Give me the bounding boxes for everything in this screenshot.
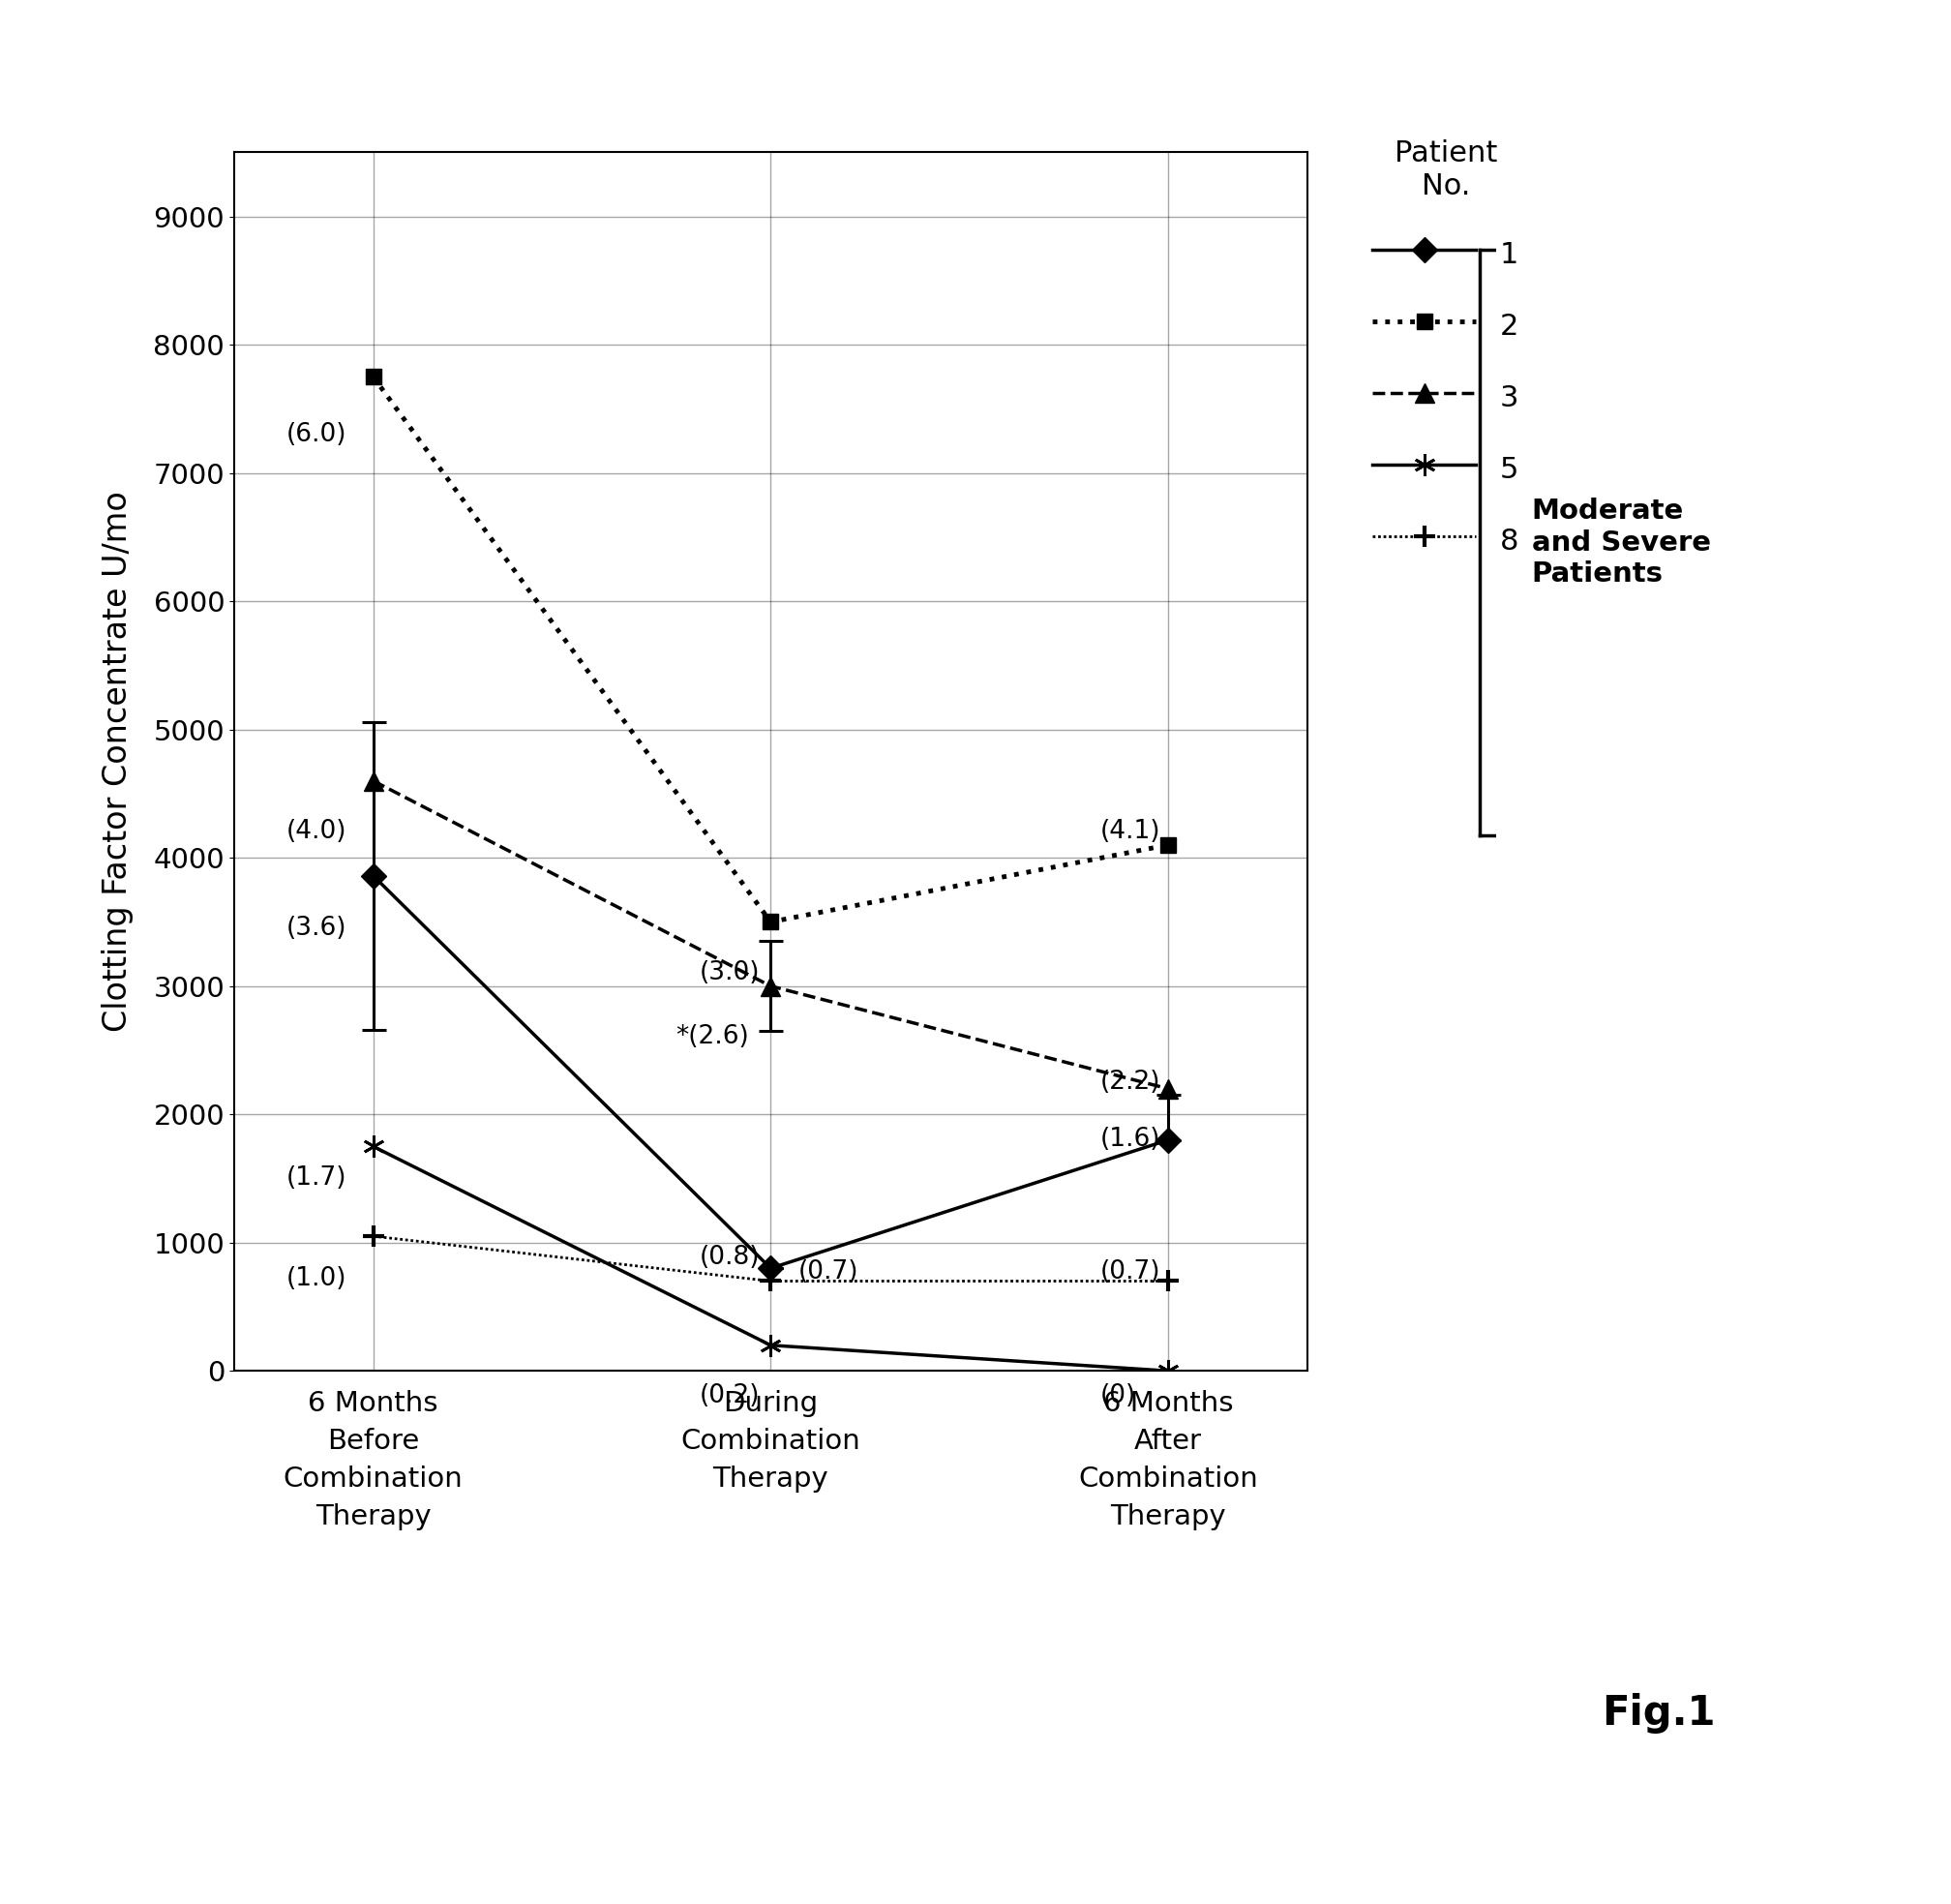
3: [361, 769, 384, 792]
2: [759, 910, 782, 933]
2: [361, 366, 384, 388]
8: [759, 1270, 782, 1293]
Line: 3: 3: [363, 771, 1178, 1099]
5: [1157, 1359, 1180, 1382]
Line: 8: 8: [363, 1226, 1178, 1291]
Line: 5: 5: [363, 1135, 1178, 1382]
Text: (1.7): (1.7): [285, 1165, 345, 1190]
Y-axis label: Clotting Factor Concentrate U/mo: Clotting Factor Concentrate U/mo: [101, 491, 133, 1032]
Text: *(2.6): *(2.6): [675, 1024, 749, 1049]
Text: Moderate
and Severe
Patients: Moderate and Severe Patients: [1532, 497, 1711, 588]
5: [759, 1335, 782, 1358]
Text: (2.2): (2.2): [1100, 1070, 1161, 1095]
5: [361, 1135, 384, 1158]
Text: (1.6): (1.6): [1100, 1127, 1161, 1152]
Text: (0.7): (0.7): [798, 1259, 858, 1285]
3: [759, 975, 782, 998]
Text: (6.0): (6.0): [285, 421, 345, 447]
2: [1157, 834, 1180, 857]
Text: (0.8): (0.8): [698, 1245, 759, 1270]
Text: (0.7): (0.7): [1100, 1259, 1161, 1285]
Text: Fig.1: Fig.1: [1602, 1693, 1715, 1735]
Text: (3.6): (3.6): [285, 916, 345, 941]
Legend: 1, 2, 3, 5, 8: 1, 2, 3, 5, 8: [1362, 128, 1530, 569]
Line: 2: 2: [367, 369, 1175, 929]
Text: (3.0): (3.0): [698, 960, 759, 986]
Text: (4.1): (4.1): [1100, 819, 1161, 845]
8: [361, 1224, 384, 1247]
8: [1157, 1270, 1180, 1293]
Text: (0.2): (0.2): [698, 1384, 759, 1409]
3: [1157, 1078, 1180, 1101]
Text: (4.0): (4.0): [285, 819, 345, 845]
Text: (1.0): (1.0): [285, 1266, 345, 1291]
Text: (0): (0): [1100, 1384, 1137, 1409]
